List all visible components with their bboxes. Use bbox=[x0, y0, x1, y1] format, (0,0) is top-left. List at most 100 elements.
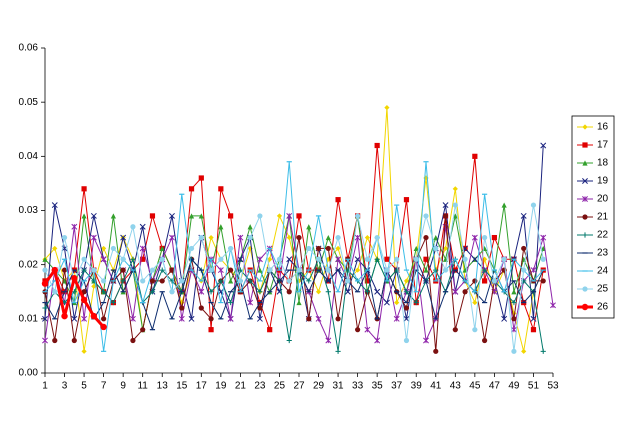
marker bbox=[335, 197, 341, 203]
marker bbox=[413, 245, 419, 252]
marker bbox=[482, 234, 488, 241]
marker bbox=[169, 212, 175, 219]
marker bbox=[462, 256, 468, 262]
marker bbox=[413, 256, 419, 262]
marker bbox=[442, 245, 449, 252]
legend-label: 22 bbox=[597, 230, 609, 241]
marker bbox=[179, 278, 185, 284]
marker bbox=[471, 256, 478, 263]
marker bbox=[101, 289, 107, 295]
marker bbox=[286, 256, 293, 263]
x-tick-label: 29 bbox=[313, 381, 325, 392]
marker bbox=[139, 245, 146, 252]
marker bbox=[384, 256, 390, 262]
x-tick-label: 19 bbox=[215, 381, 227, 392]
marker bbox=[582, 160, 588, 166]
marker bbox=[120, 278, 126, 284]
marker bbox=[403, 337, 410, 344]
marker bbox=[374, 256, 380, 262]
marker bbox=[188, 213, 195, 219]
marker bbox=[139, 223, 146, 230]
marker bbox=[81, 213, 87, 219]
marker bbox=[208, 234, 214, 241]
marker bbox=[237, 278, 243, 284]
marker bbox=[306, 245, 312, 252]
marker bbox=[540, 256, 546, 262]
marker bbox=[452, 327, 458, 333]
marker bbox=[81, 267, 87, 273]
marker bbox=[423, 337, 429, 344]
marker bbox=[90, 234, 97, 241]
marker bbox=[325, 234, 331, 241]
x-tick-label: 45 bbox=[469, 381, 481, 392]
marker bbox=[42, 305, 48, 311]
marker bbox=[511, 299, 517, 306]
marker bbox=[433, 234, 439, 241]
marker bbox=[394, 256, 400, 262]
series-line bbox=[44, 145, 544, 331]
marker bbox=[472, 278, 478, 284]
y-tick-label: 0.02 bbox=[19, 259, 39, 270]
series-line bbox=[44, 204, 544, 352]
marker bbox=[149, 278, 156, 284]
marker bbox=[442, 223, 449, 230]
marker bbox=[315, 289, 322, 295]
marker bbox=[286, 337, 292, 344]
y-tick-label: 0.04 bbox=[19, 151, 39, 162]
marker bbox=[208, 289, 214, 295]
marker bbox=[218, 186, 224, 192]
x-tick-label: 39 bbox=[411, 381, 423, 392]
marker bbox=[452, 288, 459, 295]
marker bbox=[296, 234, 302, 241]
marker bbox=[433, 348, 439, 354]
marker bbox=[364, 326, 371, 333]
marker bbox=[582, 124, 588, 130]
marker bbox=[42, 267, 48, 273]
x-tick-label: 49 bbox=[508, 381, 520, 392]
legend-label: 24 bbox=[597, 266, 609, 277]
x-tick-label: 7 bbox=[101, 381, 107, 392]
marker bbox=[140, 256, 146, 262]
marker bbox=[51, 266, 58, 274]
marker bbox=[296, 267, 302, 273]
marker bbox=[296, 213, 302, 219]
marker bbox=[286, 234, 292, 241]
marker bbox=[237, 256, 244, 263]
marker bbox=[384, 104, 390, 111]
marker bbox=[188, 315, 195, 322]
marker bbox=[169, 234, 175, 241]
marker bbox=[52, 245, 58, 252]
marker bbox=[179, 305, 185, 311]
x-tick-label: 17 bbox=[196, 381, 208, 392]
marker bbox=[52, 289, 58, 295]
marker bbox=[120, 234, 127, 241]
marker bbox=[101, 278, 107, 284]
marker bbox=[530, 267, 537, 274]
x-tick-label: 47 bbox=[489, 381, 501, 392]
marker bbox=[188, 186, 195, 192]
marker bbox=[100, 256, 107, 263]
marker bbox=[345, 278, 351, 284]
marker bbox=[344, 288, 351, 295]
marker bbox=[71, 275, 78, 282]
marker bbox=[383, 299, 390, 306]
marker bbox=[42, 337, 48, 344]
marker bbox=[286, 289, 292, 295]
marker bbox=[325, 289, 331, 295]
marker bbox=[374, 337, 381, 344]
marker bbox=[178, 315, 185, 322]
marker bbox=[491, 234, 497, 241]
marker bbox=[403, 305, 410, 311]
marker bbox=[315, 256, 322, 262]
legend-label: 17 bbox=[597, 140, 609, 151]
marker bbox=[540, 348, 546, 354]
marker bbox=[208, 327, 214, 333]
marker bbox=[482, 337, 488, 344]
x-tick-label: 53 bbox=[547, 381, 559, 392]
marker bbox=[520, 212, 527, 219]
marker bbox=[159, 267, 165, 273]
legend: 16 17 18 19 20 21 22 23 24 25 26 bbox=[577, 122, 609, 313]
marker bbox=[276, 213, 283, 219]
marker bbox=[228, 245, 234, 252]
marker bbox=[511, 348, 517, 354]
